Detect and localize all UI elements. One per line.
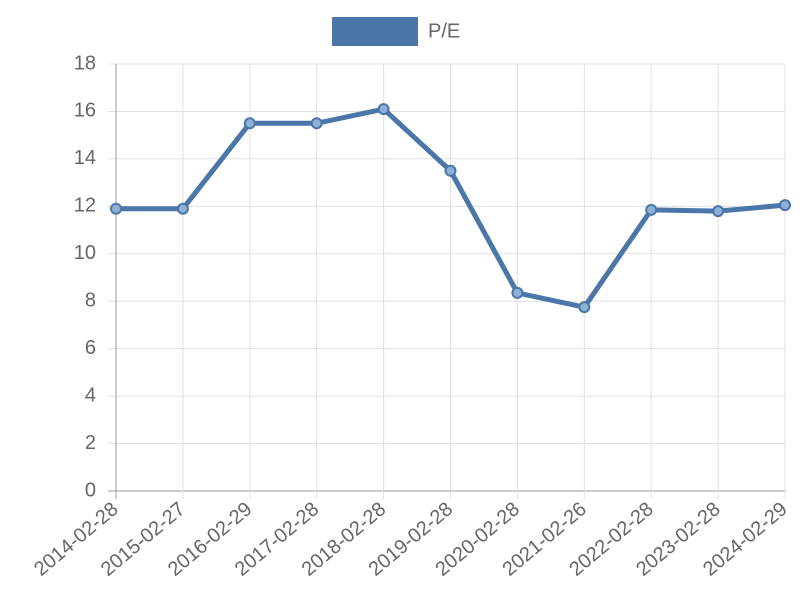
y-tick-label: 8 <box>85 290 96 312</box>
data-point <box>176 202 189 215</box>
y-tick-label: 2 <box>85 432 96 454</box>
y-tick-label: 14 <box>74 147 96 169</box>
legend-label: P/E <box>428 20 460 42</box>
data-point <box>578 301 591 314</box>
data-point <box>645 203 658 216</box>
data-point <box>444 164 457 177</box>
data-point <box>779 199 791 212</box>
data-point <box>243 117 256 130</box>
y-tick-label: 0 <box>85 479 96 501</box>
data-point <box>110 202 122 215</box>
y-tick-label: 16 <box>74 100 96 122</box>
legend-swatch <box>332 17 418 46</box>
data-point <box>511 286 524 299</box>
y-tick-label: 4 <box>85 384 96 406</box>
y-tick-label: 6 <box>85 337 96 359</box>
y-tick-label: 10 <box>74 242 96 264</box>
y-tick-label: 12 <box>74 195 96 217</box>
data-point <box>712 205 725 218</box>
data-point <box>310 117 323 130</box>
y-tick-label: 18 <box>74 52 96 74</box>
data-point <box>377 103 390 116</box>
